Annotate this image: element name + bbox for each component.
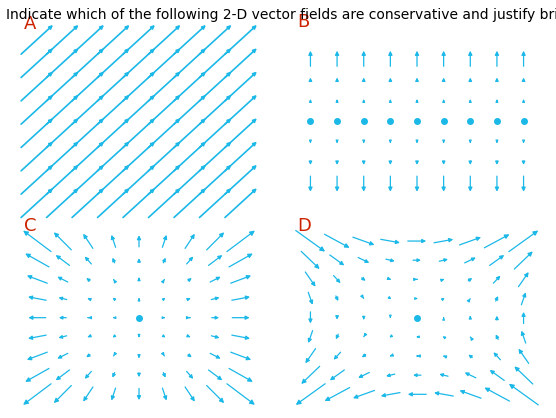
Text: Indicate which of the following 2-D vector fields are conservative and justify b: Indicate which of the following 2-D vect… [6, 8, 556, 22]
Text: A: A [24, 15, 37, 33]
Text: D: D [297, 217, 311, 235]
Text: C: C [24, 217, 37, 235]
Text: B: B [297, 13, 309, 31]
